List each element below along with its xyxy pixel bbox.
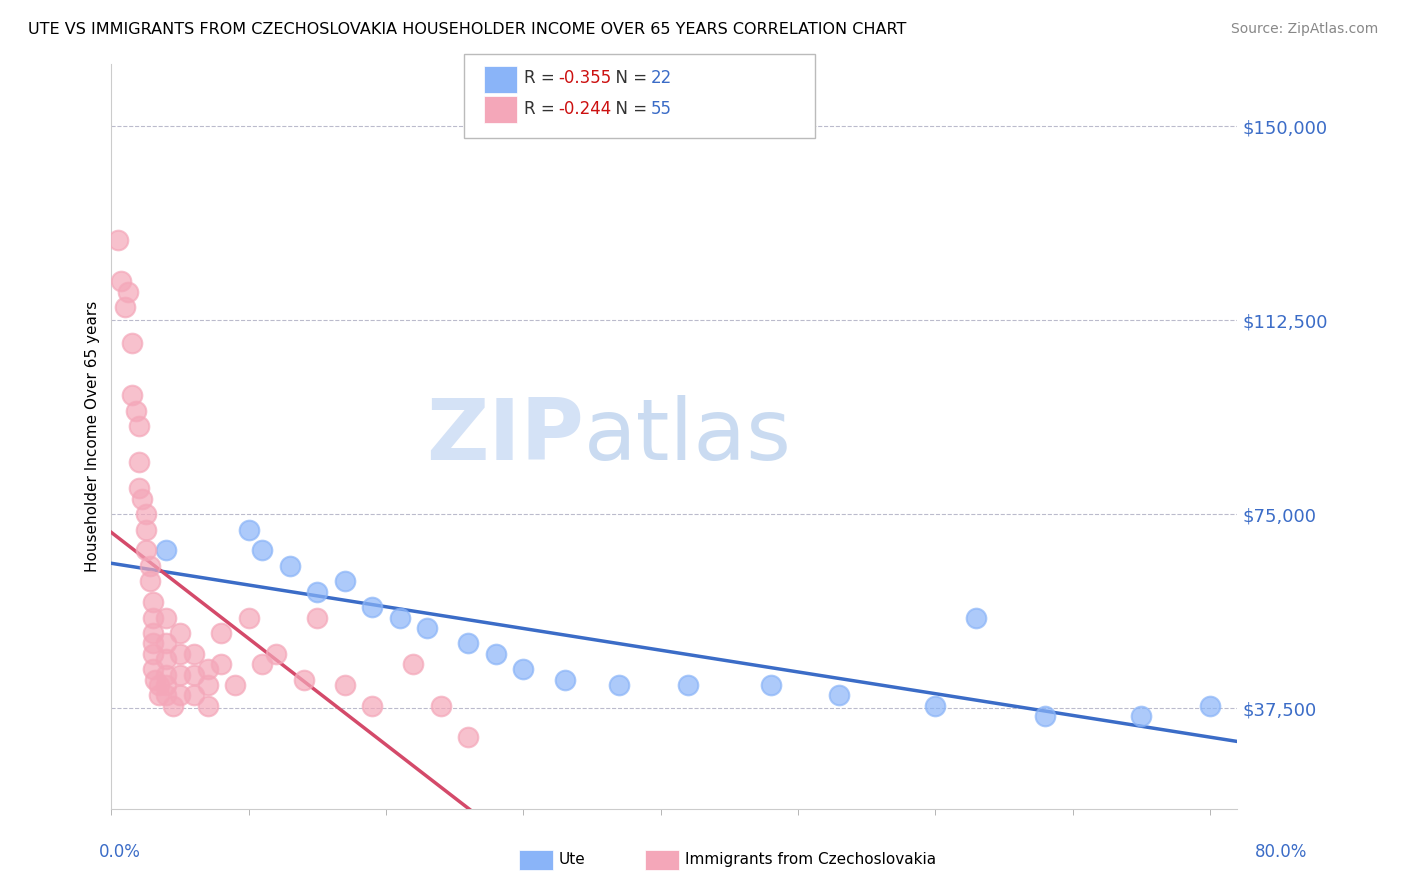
Point	[114, 300, 136, 314]
Point	[430, 698, 453, 713]
Point	[1130, 709, 1153, 723]
Point	[759, 678, 782, 692]
Point	[554, 673, 576, 687]
Text: atlas: atlas	[585, 395, 793, 478]
Point	[197, 662, 219, 676]
Point	[155, 543, 177, 558]
Text: N =: N =	[605, 69, 652, 87]
Text: 0.0%: 0.0%	[98, 843, 141, 861]
Point	[333, 574, 356, 589]
Point	[135, 507, 157, 521]
Point	[155, 610, 177, 624]
Point	[121, 336, 143, 351]
Point	[155, 636, 177, 650]
Point	[457, 730, 479, 744]
Point	[142, 636, 165, 650]
Point	[169, 647, 191, 661]
Point	[155, 688, 177, 702]
Point	[139, 574, 162, 589]
Point	[125, 403, 148, 417]
Text: R =: R =	[524, 69, 561, 87]
Point	[361, 698, 384, 713]
Point	[128, 455, 150, 469]
Text: UTE VS IMMIGRANTS FROM CZECHOSLOVAKIA HOUSEHOLDER INCOME OVER 65 YEARS CORRELATI: UTE VS IMMIGRANTS FROM CZECHOSLOVAKIA HO…	[28, 22, 907, 37]
Point	[121, 388, 143, 402]
Point	[183, 667, 205, 681]
Point	[333, 678, 356, 692]
Point	[828, 688, 851, 702]
Point	[142, 662, 165, 676]
Text: 22: 22	[651, 69, 672, 87]
Y-axis label: Householder Income Over 65 years: Householder Income Over 65 years	[86, 301, 100, 572]
Point	[402, 657, 425, 672]
Point	[292, 673, 315, 687]
Point	[388, 610, 411, 624]
Point	[169, 688, 191, 702]
Point	[238, 523, 260, 537]
Point	[148, 688, 170, 702]
Point	[135, 523, 157, 537]
Point	[110, 274, 132, 288]
Point	[117, 285, 139, 299]
Text: ZIP: ZIP	[426, 395, 585, 478]
Point	[238, 610, 260, 624]
Point	[278, 558, 301, 573]
Point	[155, 652, 177, 666]
Point	[169, 626, 191, 640]
Text: R =: R =	[524, 100, 561, 118]
Point	[457, 636, 479, 650]
Point	[128, 419, 150, 434]
Text: N =: N =	[605, 100, 652, 118]
Text: Immigrants from Czechoslovakia: Immigrants from Czechoslovakia	[685, 853, 936, 867]
Point	[676, 678, 699, 692]
Point	[183, 647, 205, 661]
Point	[155, 667, 177, 681]
Text: 55: 55	[651, 100, 672, 118]
Point	[155, 678, 177, 692]
Point	[142, 595, 165, 609]
Point	[1033, 709, 1056, 723]
Point	[485, 647, 508, 661]
Point	[169, 667, 191, 681]
Point	[361, 600, 384, 615]
Point	[307, 610, 329, 624]
Text: Source: ZipAtlas.com: Source: ZipAtlas.com	[1230, 22, 1378, 37]
Text: Ute: Ute	[558, 853, 585, 867]
Point	[966, 610, 988, 624]
Point	[512, 662, 534, 676]
Point	[1199, 698, 1222, 713]
Point	[183, 688, 205, 702]
Point	[143, 673, 166, 687]
Point	[142, 610, 165, 624]
Point	[148, 678, 170, 692]
Point	[924, 698, 946, 713]
Point	[135, 543, 157, 558]
Point	[162, 698, 184, 713]
Point	[142, 626, 165, 640]
Point	[131, 491, 153, 506]
Text: -0.244: -0.244	[558, 100, 612, 118]
Point	[224, 678, 246, 692]
Text: -0.355: -0.355	[558, 69, 612, 87]
Point	[197, 678, 219, 692]
Point	[416, 621, 439, 635]
Point	[252, 657, 274, 672]
Point	[264, 647, 287, 661]
Point	[209, 626, 232, 640]
Point	[197, 698, 219, 713]
Point	[307, 584, 329, 599]
Point	[209, 657, 232, 672]
Point	[252, 543, 274, 558]
Text: 80.0%: 80.0%	[1256, 843, 1308, 861]
Point	[142, 647, 165, 661]
Point	[609, 678, 631, 692]
Point	[128, 481, 150, 495]
Point	[139, 558, 162, 573]
Point	[107, 233, 129, 247]
